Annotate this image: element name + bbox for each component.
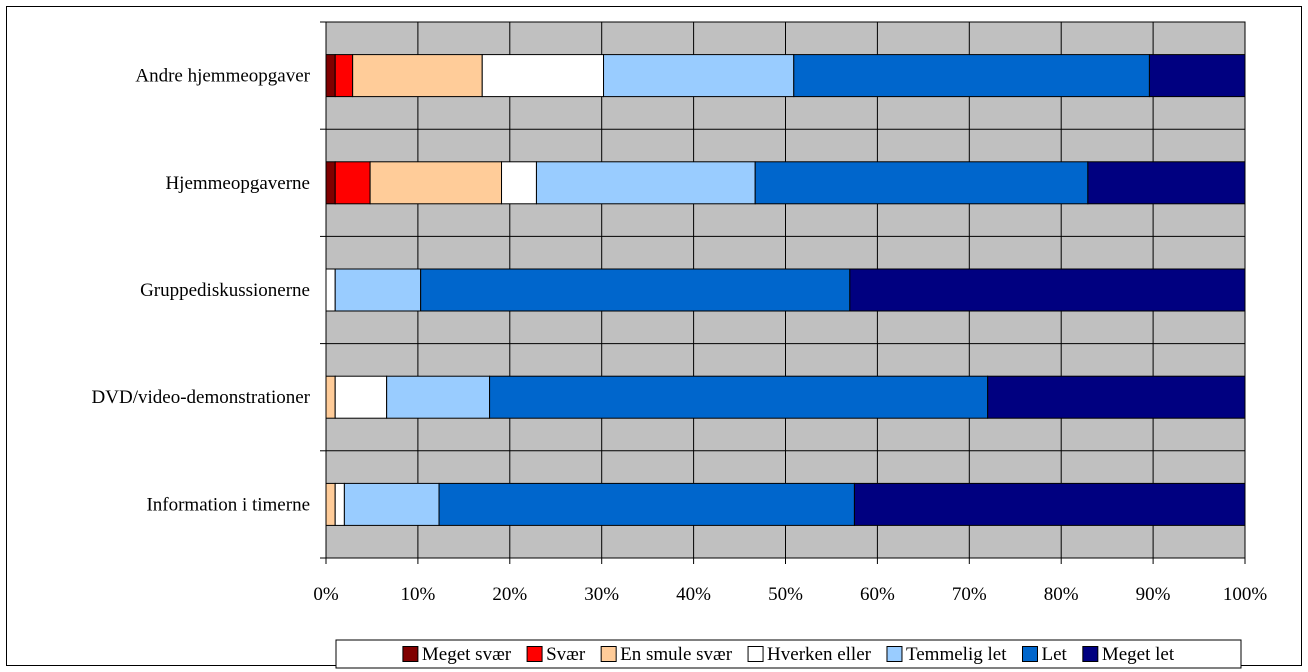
- legend: Meget svær Svær En smule svær Hverken eller…: [335, 639, 1242, 669]
- x-tick-label: 40%: [676, 584, 711, 605]
- bar-segment: [603, 54, 795, 98]
- bar-segment: [420, 268, 851, 312]
- bar-segment: [325, 161, 336, 205]
- bar-segment: [386, 375, 491, 419]
- bar-segment: [325, 268, 336, 312]
- x-tick-label: 80%: [1044, 584, 1079, 605]
- x-tick-label: 60%: [860, 584, 895, 605]
- category-label: Andre hjemmeopgaver: [135, 66, 310, 87]
- bar-segment: [334, 161, 371, 205]
- x-tick-label: 100%: [1223, 584, 1268, 605]
- bar-segment: [334, 375, 388, 419]
- legend-label: Meget svær: [422, 644, 512, 665]
- x-tick-labels: 0% 10% 20% 30% 40% 50% 60% 70% 80% 90% 100%: [313, 584, 1267, 605]
- legend-label: Temmelig let: [906, 644, 1007, 665]
- x-tick-label: 30%: [584, 584, 619, 605]
- legend-label: Hverken eller: [767, 644, 872, 665]
- bar-segment: [334, 268, 422, 312]
- bar-segment: [501, 161, 537, 205]
- bar-segment: [754, 161, 1089, 205]
- bar-segment: [481, 54, 605, 98]
- category-label: DVD/video-demonstrationer: [92, 387, 311, 408]
- bar-segment: [325, 482, 336, 526]
- bars: [325, 54, 1246, 526]
- bar-segment: [325, 375, 336, 419]
- x-tick-label: 0%: [313, 584, 339, 605]
- legend-label: Meget let: [1102, 644, 1175, 665]
- bar-segment: [325, 54, 336, 98]
- x-tick-label: 20%: [492, 584, 527, 605]
- category-label: Hjemmeopgaverne: [165, 173, 310, 194]
- x-tick-label: 90%: [1136, 584, 1171, 605]
- x-tick-label: 70%: [952, 584, 987, 605]
- bar-segment: [793, 54, 1150, 98]
- legend-swatch: [600, 646, 617, 662]
- category-labels: Andre hjemmeopgaver Hjemmeopgaverne Gruppe…: [92, 66, 311, 516]
- bar-segment: [489, 375, 989, 419]
- legend-swatch: [886, 646, 903, 662]
- bar-segment: [849, 268, 1246, 312]
- bar-segment: [369, 161, 503, 205]
- bar-segment: [343, 482, 440, 526]
- bar-segment: [352, 54, 483, 98]
- category-label: Information i timerne: [146, 494, 310, 515]
- category-label: Gruppediskussionerne: [140, 280, 310, 301]
- legend-swatch: [747, 646, 764, 662]
- x-tick-label: 10%: [400, 584, 435, 605]
- bar-segment: [1087, 161, 1246, 205]
- legend-swatch: [402, 646, 419, 662]
- bar-segment: [1148, 54, 1246, 98]
- bar-segment: [535, 161, 756, 205]
- axes: [320, 21, 1246, 564]
- legend-swatch: [1021, 646, 1038, 662]
- bar-segment: [334, 54, 354, 98]
- bar-segment: [853, 482, 1246, 526]
- bar-segment: [334, 482, 345, 526]
- legend-label: Svær: [546, 644, 586, 665]
- bar-segment: [987, 375, 1246, 419]
- legend-swatch: [1082, 646, 1099, 662]
- bar-segment: [438, 482, 855, 526]
- legend-swatch: [526, 646, 543, 662]
- legend-label: En smule svær: [620, 644, 733, 665]
- legend-label: Let: [1041, 644, 1067, 665]
- x-tick-label: 50%: [768, 584, 803, 605]
